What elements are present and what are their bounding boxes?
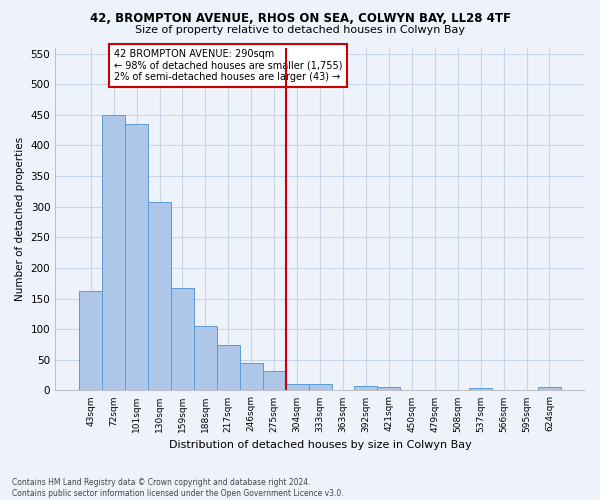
Bar [355,386,377,390]
Bar [240,363,263,390]
Bar [286,384,308,390]
Bar [217,345,240,391]
X-axis label: Distribution of detached houses by size in Colwyn Bay: Distribution of detached houses by size … [169,440,472,450]
Bar [469,388,492,390]
Text: 42 BROMPTON AVENUE: 290sqm
← 98% of detached houses are smaller (1,755)
2% of se: 42 BROMPTON AVENUE: 290sqm ← 98% of deta… [113,50,342,82]
Text: Contains HM Land Registry data © Crown copyright and database right 2024.
Contai: Contains HM Land Registry data © Crown c… [12,478,344,498]
Bar [79,290,102,390]
Bar [171,288,194,390]
Bar [263,371,286,390]
Bar [377,388,400,390]
Bar [125,124,148,390]
Bar [102,115,125,390]
Bar [538,388,561,390]
Y-axis label: Number of detached properties: Number of detached properties [15,137,25,301]
Bar [194,326,217,390]
Bar [148,202,171,390]
Text: Size of property relative to detached houses in Colwyn Bay: Size of property relative to detached ho… [135,25,465,35]
Text: 42, BROMPTON AVENUE, RHOS ON SEA, COLWYN BAY, LL28 4TF: 42, BROMPTON AVENUE, RHOS ON SEA, COLWYN… [89,12,511,26]
Bar [308,384,332,390]
